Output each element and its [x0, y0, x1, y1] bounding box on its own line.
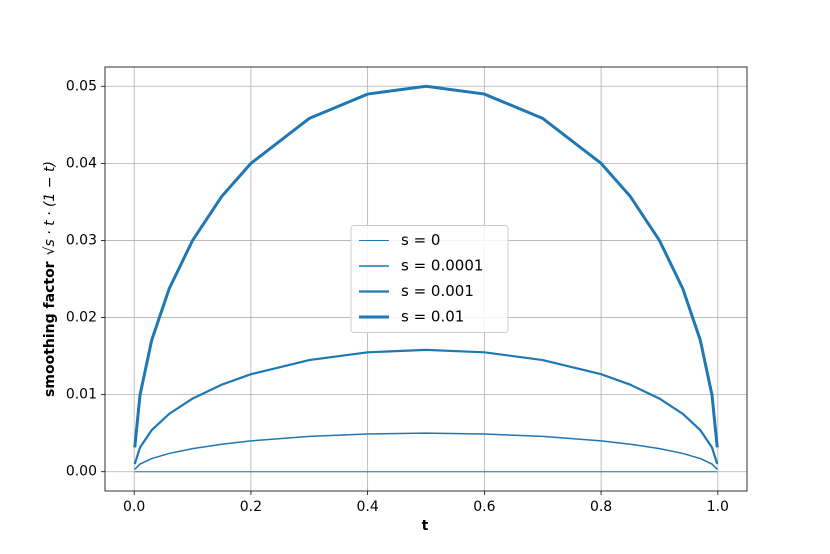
y-tick-label: 0.05: [66, 78, 97, 94]
x-tick-label: 0.4: [357, 499, 379, 515]
y-axis-formula: √s · t · (1 − t): [42, 161, 58, 255]
line-series: [133, 348, 719, 465]
y-tick-label: 0.00: [66, 464, 97, 480]
x-tick-label: 0.2: [240, 499, 262, 515]
legend-label: s = 0: [401, 231, 440, 249]
plot-frame: [104, 66, 748, 492]
legend-label: s = 0.01: [401, 308, 464, 326]
x-tick-label: 0.6: [473, 499, 495, 515]
x-tick-label: 0.0: [123, 499, 145, 515]
x-axis-label: t: [422, 518, 429, 534]
y-axis-label-text: smoothing factor: [42, 261, 58, 397]
y-axis-label: smoothing factor √s · t · (1 − t): [42, 161, 58, 397]
x-tick-label: 1.0: [707, 499, 729, 515]
legend-box: [350, 225, 509, 333]
y-tick-label: 0.03: [66, 232, 97, 248]
line-series: [133, 84, 719, 448]
legend-label: s = 0.001: [401, 282, 474, 300]
legend: s = 0 s = 0.0001 s = 0.001 s = 0.01: [350, 225, 509, 333]
y-tick-label: 0.01: [66, 387, 97, 403]
x-tick-label: 0.8: [590, 499, 612, 515]
legend-label: s = 0.0001: [401, 257, 483, 275]
line-series: [134, 432, 718, 470]
y-tick-label: 0.02: [66, 310, 97, 326]
y-tick-label: 0.04: [66, 155, 97, 171]
